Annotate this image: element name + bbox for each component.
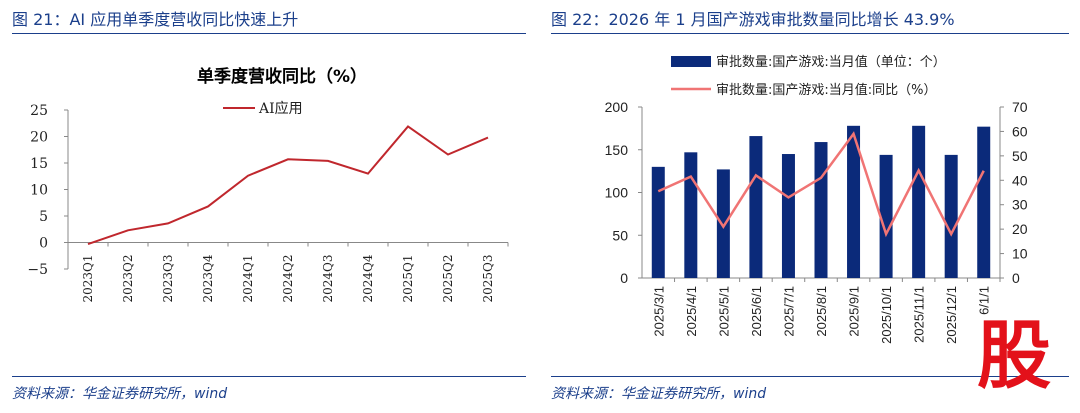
bar: [716, 169, 730, 278]
x-tick-label: 2025/7/1: [781, 286, 796, 337]
x-tick-label: 2025/8/1: [814, 286, 829, 337]
right-y-tick-label: 50: [1012, 148, 1028, 164]
x-tick-label: 2025/12/1: [944, 286, 959, 344]
y-tick-label: 5: [39, 209, 48, 225]
bar: [847, 125, 861, 278]
left-y-tick-label: 150: [605, 142, 629, 158]
chart-title: 单季度营收同比（%）: [197, 66, 367, 87]
x-tick-label: 2024Q3: [321, 255, 335, 303]
right-y-tick-label: 20: [1012, 221, 1028, 237]
left-y-tick-label: 0: [620, 270, 628, 286]
x-tick-label: 2023Q2: [121, 255, 135, 303]
right-y-tick-label: 70: [1012, 99, 1028, 115]
y-tick-label: 0: [39, 236, 48, 252]
x-tick-label: 2025/5/1: [716, 286, 731, 337]
legend-label-ai: AI应用: [258, 100, 303, 117]
bar: [879, 154, 893, 278]
x-tick-label: 2023Q1: [81, 255, 95, 303]
y-tick-label: 15: [30, 156, 48, 172]
x-tick-label: 2025/9/1: [847, 286, 862, 337]
legend-label-bar: 审批数量:国产游戏:当月值（单位：个）: [716, 54, 946, 70]
left-source: 资料来源：华金证券研究所，wind: [12, 386, 228, 402]
x-tick-label: 6/1/1: [977, 286, 992, 315]
y-tick-label: 20: [30, 130, 48, 146]
x-tick-label: 2023Q3: [161, 255, 175, 303]
bar: [944, 154, 958, 278]
bar: [912, 125, 926, 278]
bar: [651, 166, 665, 278]
right-y-tick-label: 30: [1012, 197, 1028, 213]
x-tick-label: 2024Q4: [361, 254, 375, 302]
legend-label-line: 审批数量:国产游戏:当月值:同比（%）: [716, 82, 937, 98]
x-tick-label: 2025/4/1: [684, 286, 699, 337]
y-tick-label: 25: [30, 103, 48, 119]
bar: [977, 126, 991, 278]
y-tick-label: 10: [30, 183, 48, 199]
right-title-rule: [551, 33, 1069, 34]
left-title-rule: [12, 33, 526, 34]
x-tick-label: 2025Q3: [481, 255, 495, 303]
x-tick-label: 2025Q1: [401, 255, 415, 303]
x-tick-label: 2023Q4: [201, 254, 215, 302]
left-y-tick-label: 50: [612, 227, 628, 243]
y-tick-label: −5: [27, 262, 48, 278]
x-tick-label: 2024Q2: [281, 255, 295, 303]
x-tick-label: 2025/6/1: [749, 286, 764, 337]
bar: [684, 152, 698, 278]
bar: [814, 142, 828, 278]
legend-swatch-bar: [671, 56, 711, 67]
right-y-tick-label: 60: [1012, 123, 1028, 139]
left-y-tick-label: 100: [605, 185, 629, 201]
x-tick-label: 2024Q1: [241, 255, 255, 303]
bar: [749, 136, 763, 278]
x-tick-label: 2025Q2: [441, 255, 455, 303]
x-tick-label: 2025/10/1: [879, 286, 894, 344]
right-source: 资料来源：华金证券研究所，wind: [551, 386, 767, 402]
right-source-rule: [551, 376, 1069, 377]
right-y-tick-label: 0: [1012, 270, 1020, 286]
left-source-rule: [12, 376, 526, 377]
right-y-tick-label: 10: [1012, 246, 1028, 262]
left-panel-title: 图 21：AI 应用单季度营收同比快速上升: [12, 10, 299, 29]
x-tick-label: 2025/3/1: [651, 286, 666, 337]
bar: [781, 154, 795, 278]
x-tick-label: 2025/11/1: [912, 286, 927, 343]
right-panel-title: 图 22：2026 年 1 月国产游戏审批数量同比增长 43.9%: [551, 10, 955, 29]
left-y-tick-label: 200: [605, 99, 629, 115]
right-y-tick-label: 40: [1012, 172, 1028, 188]
stamp-logo: 股: [977, 313, 1051, 399]
